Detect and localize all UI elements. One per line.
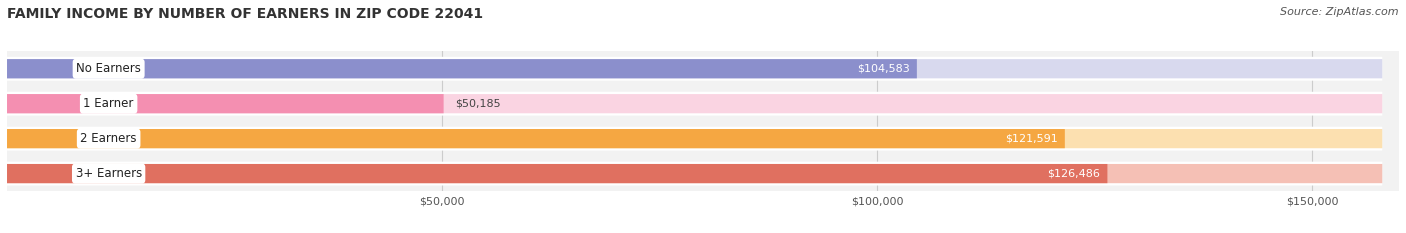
FancyBboxPatch shape [7, 92, 1382, 116]
Text: Source: ZipAtlas.com: Source: ZipAtlas.com [1281, 7, 1399, 17]
FancyBboxPatch shape [7, 59, 917, 78]
Text: FAMILY INCOME BY NUMBER OF EARNERS IN ZIP CODE 22041: FAMILY INCOME BY NUMBER OF EARNERS IN ZI… [7, 7, 484, 21]
Text: $121,591: $121,591 [1005, 134, 1057, 144]
FancyBboxPatch shape [7, 94, 444, 113]
Text: 2 Earners: 2 Earners [80, 132, 136, 145]
Text: No Earners: No Earners [76, 62, 141, 75]
FancyBboxPatch shape [7, 162, 1382, 185]
FancyBboxPatch shape [7, 164, 1108, 183]
FancyBboxPatch shape [7, 94, 1382, 113]
FancyBboxPatch shape [7, 129, 1382, 148]
Text: 3+ Earners: 3+ Earners [76, 167, 142, 180]
Text: $104,583: $104,583 [858, 64, 910, 74]
Text: 1 Earner: 1 Earner [83, 97, 134, 110]
FancyBboxPatch shape [7, 57, 1382, 81]
FancyBboxPatch shape [7, 127, 1382, 151]
Text: $50,185: $50,185 [454, 99, 501, 109]
FancyBboxPatch shape [7, 59, 1382, 78]
Text: $126,486: $126,486 [1047, 169, 1101, 178]
FancyBboxPatch shape [7, 129, 1064, 148]
FancyBboxPatch shape [7, 164, 1382, 183]
